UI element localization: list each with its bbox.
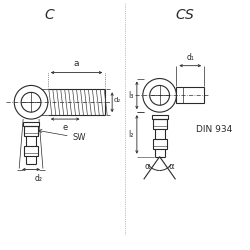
Bar <box>23 122 39 126</box>
Bar <box>24 146 38 156</box>
Text: α: α <box>145 162 150 171</box>
Bar <box>153 119 166 129</box>
Text: l₂: l₂ <box>128 130 134 139</box>
Text: d₁: d₁ <box>186 53 194 62</box>
Text: α: α <box>169 162 174 171</box>
Text: DIN 934: DIN 934 <box>196 126 232 134</box>
Text: l₃: l₃ <box>128 91 134 100</box>
Bar <box>153 139 166 149</box>
Text: SW: SW <box>38 130 86 142</box>
Text: e: e <box>62 123 68 132</box>
Text: CS: CS <box>175 8 194 22</box>
Bar <box>176 88 204 103</box>
Text: a: a <box>74 59 79 68</box>
Text: C: C <box>44 8 54 22</box>
Bar <box>24 126 38 136</box>
Bar <box>152 115 168 119</box>
Text: d₂: d₂ <box>114 97 121 103</box>
Text: d₂: d₂ <box>35 174 43 184</box>
